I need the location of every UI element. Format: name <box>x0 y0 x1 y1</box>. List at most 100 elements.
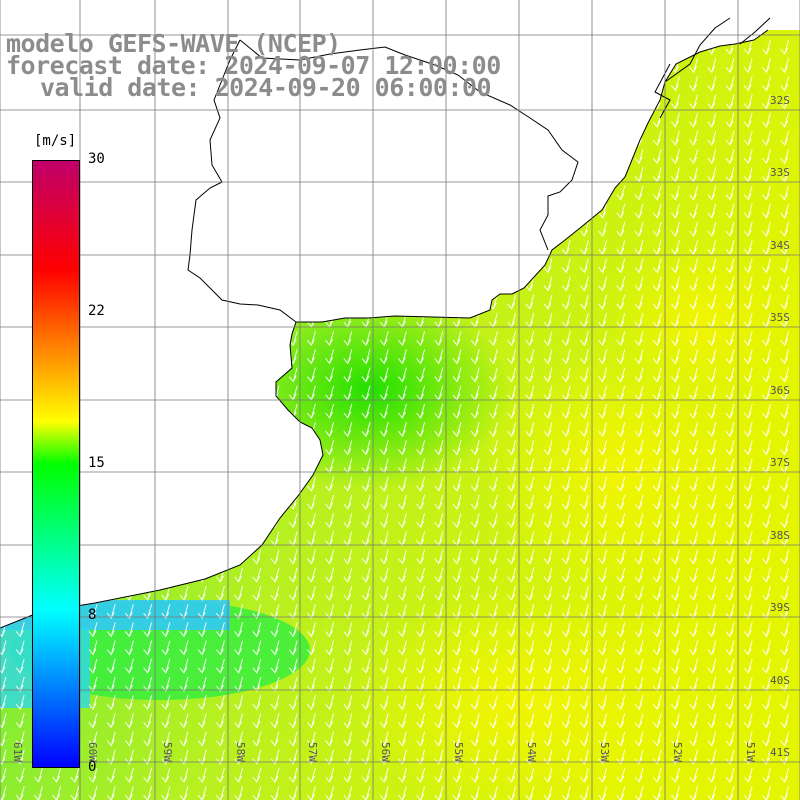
wind-arrow <box>689 331 699 347</box>
wind-arrow <box>88 185 98 201</box>
wind-arrow <box>234 422 244 438</box>
wind-arrow <box>652 567 662 583</box>
wind-arrow <box>343 403 353 419</box>
wind-arrow <box>707 749 717 765</box>
wind-arrow <box>507 622 517 638</box>
wind-arrow <box>106 422 116 438</box>
wind-arrow <box>143 476 153 492</box>
wind-arrow <box>725 112 735 128</box>
wind-arrow <box>0 331 7 347</box>
wind-arrow <box>143 658 153 674</box>
wind-arrow <box>489 367 498 383</box>
wind-arrow <box>780 167 790 183</box>
wind-arrow <box>398 585 407 601</box>
wind-arrow <box>88 767 98 783</box>
wind-arrow <box>270 567 280 583</box>
wind-arrow <box>543 294 553 310</box>
wind-arrow <box>525 440 535 456</box>
wind-arrow <box>743 549 753 565</box>
wind-arrow <box>780 221 790 237</box>
wind-arrow <box>525 76 535 92</box>
wind-arrow <box>561 585 571 601</box>
wind-arrow <box>743 440 753 456</box>
wind-arrow <box>725 167 735 183</box>
wind-arrow <box>780 604 790 620</box>
wind-arrow <box>361 276 371 292</box>
wind-arrow <box>652 549 662 565</box>
wind-arrow <box>470 294 480 310</box>
wind-arrow <box>561 221 571 237</box>
wind-arrow <box>561 258 571 274</box>
wind-arrow <box>634 585 644 601</box>
wind-arrow <box>143 422 153 438</box>
wind-arrow <box>216 786 225 800</box>
wind-arrow <box>398 531 407 547</box>
wind-arrow <box>106 149 116 165</box>
wind-arrow <box>379 494 389 510</box>
wind-arrow <box>179 422 189 438</box>
wind-arrow <box>598 367 608 383</box>
wind-arrow <box>161 695 171 711</box>
latitude-label: 40S <box>770 674 790 687</box>
wind-arrow <box>671 713 680 729</box>
wind-arrow <box>525 185 535 201</box>
wind-arrow <box>325 731 335 747</box>
wind-arrow <box>725 767 735 783</box>
wind-arrow <box>598 658 608 674</box>
wind-arrow <box>743 349 753 365</box>
wind-arrow <box>161 749 171 765</box>
wind-arrow <box>652 695 662 711</box>
wind-arrow <box>197 731 207 747</box>
wind-arrow <box>216 203 225 219</box>
wind-arrow <box>671 695 680 711</box>
wind-arrow <box>652 786 662 800</box>
wind-arrow <box>361 585 371 601</box>
wind-arrow <box>416 349 426 365</box>
wind-arrow <box>762 258 771 274</box>
wind-arrow <box>179 676 189 692</box>
wind-arrow <box>234 276 244 292</box>
wind-arrow <box>234 567 244 583</box>
wind-arrow <box>106 440 116 456</box>
wind-arrow <box>125 258 134 274</box>
wind-arrow <box>780 422 790 438</box>
wind-arrow <box>288 185 298 201</box>
wind-arrow <box>434 513 444 529</box>
wind-arrow <box>197 294 207 310</box>
wind-arrow <box>543 458 553 474</box>
wind-arrow <box>15 549 25 565</box>
wind-arrow <box>743 640 753 656</box>
wind-arrow <box>325 112 335 128</box>
wind-arrow <box>88 276 98 292</box>
wind-arrow <box>434 458 444 474</box>
wind-arrow <box>416 149 426 165</box>
wind-arrow <box>343 203 353 219</box>
wind-arrow <box>671 76 680 92</box>
wind-arrow <box>106 294 116 310</box>
wind-arrow <box>525 676 535 692</box>
wind-arrow <box>470 658 480 674</box>
wind-arrow <box>106 513 116 529</box>
wind-arrow <box>216 349 225 365</box>
wind-arrow <box>652 440 662 456</box>
colorbar <box>32 160 80 768</box>
wind-arrow <box>689 94 699 110</box>
wind-arrow <box>216 221 225 237</box>
wind-arrow <box>343 585 353 601</box>
wind-arrow <box>671 658 680 674</box>
wind-arrow <box>525 240 535 256</box>
wind-arrow <box>379 203 389 219</box>
wind-arrow <box>288 112 298 128</box>
wind-arrow <box>143 112 153 128</box>
wind-arrow <box>525 349 535 365</box>
wind-arrow <box>179 185 189 201</box>
wind-arrow <box>652 604 662 620</box>
wind-arrow <box>543 640 553 656</box>
wind-arrow <box>652 676 662 692</box>
wind-arrow <box>434 476 444 492</box>
wind-arrow <box>634 422 644 438</box>
wind-arrow <box>434 604 444 620</box>
wind-arrow <box>197 422 207 438</box>
wind-arrow <box>343 167 353 183</box>
wind-arrow <box>634 440 644 456</box>
